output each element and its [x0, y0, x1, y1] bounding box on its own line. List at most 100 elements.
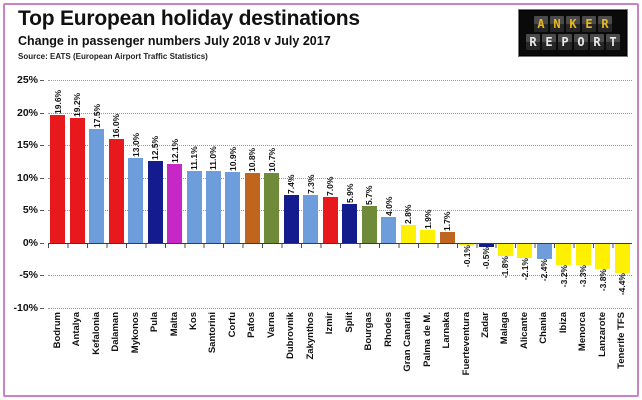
category-label-menorca: Menorca	[577, 312, 589, 352]
bar-malta	[167, 164, 183, 243]
y-tick-label: 25%	[16, 74, 38, 86]
y-tick-label: 15%	[16, 139, 38, 152]
logo-letter-tile: R	[590, 34, 604, 50]
category-label-antalya: Antalya	[71, 312, 83, 347]
page-subtitle: Change in passenger numbers July 2018 v …	[18, 34, 331, 48]
value-label-varna: 10.7%	[266, 148, 277, 173]
y-axis-labels: 25% 20% 15% 10% 5% 0% -5% -10%	[6, 74, 44, 314]
bar-pafos	[244, 172, 260, 243]
category-label-malta: Malta	[168, 312, 180, 337]
y-axis-tick	[40, 112, 44, 114]
category-label-split: Split	[343, 312, 355, 333]
gridline--5	[48, 275, 632, 277]
header: Top European holiday destinations Change…	[18, 6, 498, 61]
bar-zakynthos	[303, 195, 319, 243]
value-label-palma-de-m: 1.9%	[422, 210, 433, 230]
bar-bourgas	[361, 205, 377, 243]
category-label-kos: Kos	[188, 312, 199, 330]
bar-rhodes	[381, 216, 397, 243]
category-label-kefalonia: Kefalonia	[90, 312, 102, 355]
value-label-malta: 12.1%	[169, 138, 180, 164]
bar-izmir	[322, 197, 338, 243]
value-label-fuerteventura: -0.1%	[461, 244, 472, 267]
category-label-malaga: Malaga	[499, 312, 511, 345]
value-label-izmir: 7.0%	[325, 176, 336, 197]
y-tick-label: 10%	[16, 171, 38, 184]
category-label-santorini: Santorini	[207, 312, 219, 354]
category-label-palma-de-m: Palma de M.	[421, 312, 433, 367]
y-axis-tick	[40, 210, 44, 212]
bar-split	[342, 204, 358, 243]
gridline-15	[48, 145, 632, 147]
y-tick-label: -5%	[19, 269, 38, 282]
category-label-mykonos: Mykonos	[129, 312, 141, 354]
category-label-bodrum: Bodrum	[51, 312, 63, 349]
logo-letter-tile: N	[550, 16, 564, 32]
value-label-antalya: 19.2%	[72, 92, 83, 117]
bar-zadar	[478, 243, 494, 248]
category-axis-labels: Bodrum Antalya Kefalonia Dalaman Mykonos Pula…	[48, 308, 632, 394]
x-axis-tick-marks	[48, 243, 632, 248]
category-label-izmir: Izmir	[324, 312, 336, 335]
logo-letter-tile: K	[566, 16, 580, 32]
bar-gran-canaria	[400, 224, 416, 243]
category-label-bourgas: Bourgas	[363, 312, 375, 351]
bar-alicante	[517, 243, 533, 258]
value-label-dubrovnik: 7.4%	[286, 174, 297, 194]
bar-pula	[147, 161, 163, 243]
logo-letter-tile: E	[542, 34, 556, 50]
logo-letter-tile: T	[606, 34, 620, 50]
category-label-varna: Varna	[265, 312, 277, 338]
value-label-gran-canaria: 2.8%	[403, 204, 414, 224]
value-label-chania: -2.4%	[539, 259, 550, 282]
value-label-pula: 12.5%	[150, 136, 161, 161]
y-axis-tick	[40, 242, 44, 244]
bar-menorca	[575, 243, 591, 266]
value-label-malaga: -1.8%	[500, 255, 511, 278]
bar-kefalonia	[89, 128, 105, 243]
gridline--10	[48, 308, 632, 309]
value-label-zadar: -0.5%	[481, 247, 491, 270]
category-label-lanzarote: Lanzarote	[596, 312, 608, 357]
value-label-rhodes: 4.0%	[383, 196, 394, 216]
bar-varna	[264, 173, 280, 243]
bar-palma-de-m	[420, 230, 436, 243]
source-note: Source: EATS (European Airport Traffic S…	[18, 52, 208, 61]
gridline-25	[48, 80, 632, 81]
category-label-fuerteventura: Fuerteventura	[460, 312, 472, 376]
category-label-pafos: Pafos	[246, 312, 258, 338]
bar-larnaka	[439, 231, 455, 243]
category-label-ibiza: Ibiza	[557, 312, 569, 334]
bar-malaga	[497, 243, 513, 256]
bar-ibiza	[556, 243, 572, 265]
y-axis-tick	[40, 308, 44, 309]
gridline-10	[48, 177, 632, 179]
value-label-split: 5.9%	[344, 184, 355, 204]
category-label-dubrovnik: Dubrovnik	[285, 312, 297, 359]
category-label-larnaka: Larnaka	[441, 312, 453, 349]
logo-letter-tile: O	[574, 34, 588, 50]
value-label-alicante: -2.1%	[519, 257, 530, 280]
y-axis-tick	[40, 145, 44, 147]
category-label-chania: Chania	[538, 312, 550, 344]
y-axis-tick	[40, 275, 44, 277]
value-label-bourgas: 5.7%	[364, 185, 375, 205]
category-label-rhodes: Rhodes	[382, 312, 394, 347]
logo-letter-tile: P	[558, 34, 572, 50]
logo-letter-tile: R	[598, 16, 612, 32]
category-label-tenerife-tfs: Tenerife TFS	[616, 312, 628, 369]
value-label-pafos: 10.8%	[247, 147, 258, 172]
bar-chania	[536, 243, 552, 260]
logo-letter-tile: E	[582, 16, 596, 32]
y-tick-label: -10%	[13, 302, 38, 314]
value-label-bodrum: 19.6%	[52, 90, 63, 115]
value-label-ibiza: -3.2%	[558, 264, 569, 287]
bar-corfu	[225, 171, 241, 243]
category-label-dalaman: Dalaman	[110, 312, 122, 352]
value-label-santorini: 11.0%	[208, 146, 219, 171]
page-title: Top European holiday destinations	[18, 7, 360, 30]
value-label-larnaka: 1.7%	[442, 211, 453, 231]
category-label-zadar: Zadar	[480, 312, 491, 338]
